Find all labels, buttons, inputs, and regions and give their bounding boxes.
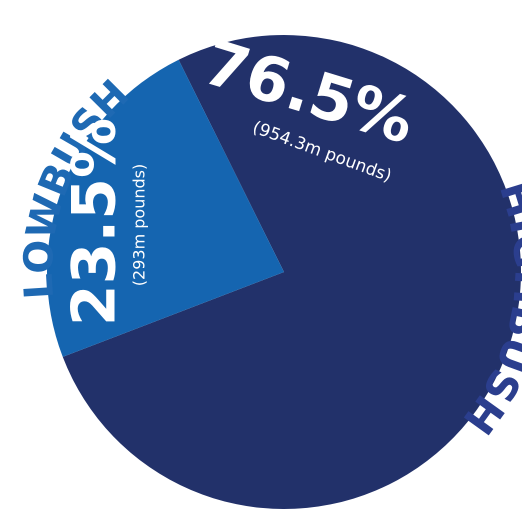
- sublabel: (293m pounds): [130, 164, 149, 286]
- value-label: 23.5%: [60, 118, 130, 326]
- pie-slice: [62, 35, 521, 509]
- pie-slice: [47, 59, 285, 357]
